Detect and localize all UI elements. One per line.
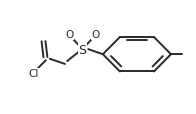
Text: S: S [78, 43, 86, 56]
Text: O: O [92, 30, 100, 40]
Text: O: O [65, 30, 73, 40]
Text: Cl: Cl [29, 68, 39, 78]
